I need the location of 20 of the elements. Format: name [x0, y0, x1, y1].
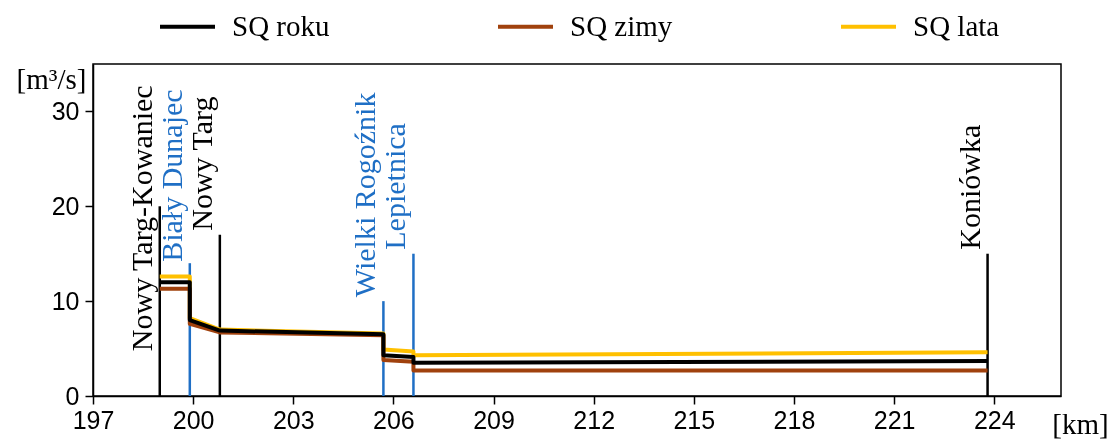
x-axis-title: [km]: [1052, 407, 1109, 440]
x-tick-label: 209: [473, 405, 515, 434]
x-tick-label: 221: [873, 405, 916, 434]
x-tick-label: 224: [973, 405, 1016, 434]
x-tick-label: 206: [373, 405, 415, 434]
x-tick-label: 200: [172, 405, 215, 434]
legend-label: SQ roku: [232, 9, 330, 42]
x-tick-label: 218: [773, 405, 816, 434]
x-tick-label: 203: [272, 405, 315, 434]
legend-label: SQ zimy: [570, 9, 673, 42]
text: Nowy Targ-Kowaniec: [124, 85, 158, 352]
y-tick-label: 10: [51, 286, 80, 315]
x-tick-label: 215: [673, 405, 716, 434]
x-tick-label: 212: [573, 405, 616, 434]
legend-label: SQ lata: [913, 9, 1000, 42]
y-axis-title: [m³/s]: [16, 62, 87, 95]
y-tick-label: 30: [51, 96, 80, 125]
text: Wielki Rogoźnik: [348, 92, 382, 298]
text: Koniówka: [952, 124, 986, 250]
y-tick-label: 20: [51, 191, 80, 220]
